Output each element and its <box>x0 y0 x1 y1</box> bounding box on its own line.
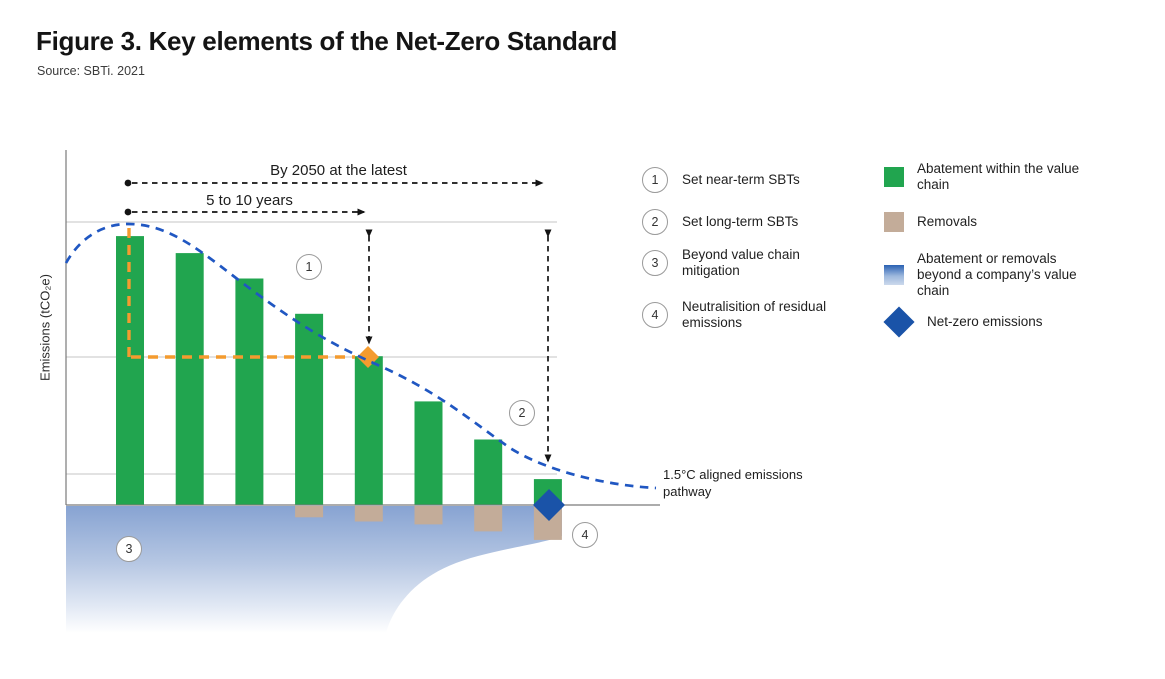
five-to-ten-years-label: 5 to 10 years <box>206 192 293 209</box>
figure-title: Figure 3. Key elements of the Net-Zero S… <box>36 26 618 56</box>
abatement-bar <box>354 356 383 505</box>
pathway-curve <box>64 222 657 490</box>
abatement-bar <box>295 313 324 505</box>
abatement-bar <box>414 401 443 505</box>
pathway-label: 1.5°C aligned emissions pathway <box>663 467 803 499</box>
annotation-circle-1: 1 <box>642 167 668 193</box>
abatement-bar <box>116 236 144 505</box>
removal-bar <box>474 506 503 532</box>
chart-step-circle-4: 4 <box>572 522 598 548</box>
legend-label-beyond-value-chain: Abatement or removals beyond a company’s… <box>917 251 1077 298</box>
annotation-circle-4: 4 <box>642 302 668 328</box>
legend-item-beyond-value-chain: Abatement or removals beyond a company’s… <box>884 251 1089 299</box>
annotation-label-4: Neutralisition of residual emissions <box>682 299 827 330</box>
annotation-item-3: 3 Beyond value chain mitigation <box>642 247 858 279</box>
timeline-arrows <box>132 179 552 463</box>
legend-item-abatement: Abatement within the value chain <box>884 161 1089 193</box>
removal-bar <box>295 506 324 518</box>
removal-bar <box>354 506 383 522</box>
annotation-item-4: 4 Neutralisition of residual emissions <box>642 299 858 331</box>
annotation-label-2: Set long-term SBTs <box>682 214 799 229</box>
abatement-bar <box>175 253 204 505</box>
by-2050-label: By 2050 at the latest <box>270 162 407 179</box>
annotation-circle-2: 2 <box>642 209 668 235</box>
timeline-arrow-dots <box>124 179 132 216</box>
blue-gradient-swatch <box>884 265 904 285</box>
legend-item-net-zero: Net-zero emissions <box>883 306 1099 338</box>
legend-label-net-zero: Net-zero emissions <box>927 314 1043 329</box>
chart-step-circle-2: 2 <box>509 400 535 426</box>
legend-label-removals: Removals <box>917 214 978 229</box>
annotation-item-2: 2 Set long-term SBTs <box>642 209 858 235</box>
tan-square-swatch <box>884 212 904 232</box>
chart-step-circle-1: 1 <box>296 254 322 280</box>
y-axis-label: Emissions (tCO₂e) <box>37 274 53 381</box>
annotation-item-1: 1 Set near-term SBTs <box>642 167 858 193</box>
blue-diamond-swatch <box>883 306 915 338</box>
chart-step-circle-3: 3 <box>116 536 142 562</box>
abatement-bar <box>235 278 264 505</box>
beyond-value-chain-gradient-area <box>66 506 562 633</box>
annotation-label-1: Set near-term SBTs <box>682 172 800 187</box>
green-square-swatch <box>884 167 904 187</box>
abatement-bars <box>116 236 562 505</box>
figure-source: Source: SBTi. 2021 <box>37 64 145 78</box>
legend-item-removals: Removals <box>884 209 1089 235</box>
abatement-bar <box>474 439 503 505</box>
annotation-label-3: Beyond value chain mitigation <box>682 247 800 278</box>
legend-label-abatement: Abatement within the value chain <box>917 161 1080 192</box>
annotation-circle-3: 3 <box>642 250 668 276</box>
removal-bars <box>295 506 562 540</box>
near-term-target-guides <box>127 228 355 359</box>
removal-bar <box>414 506 443 525</box>
net-zero-diamond <box>533 489 565 521</box>
